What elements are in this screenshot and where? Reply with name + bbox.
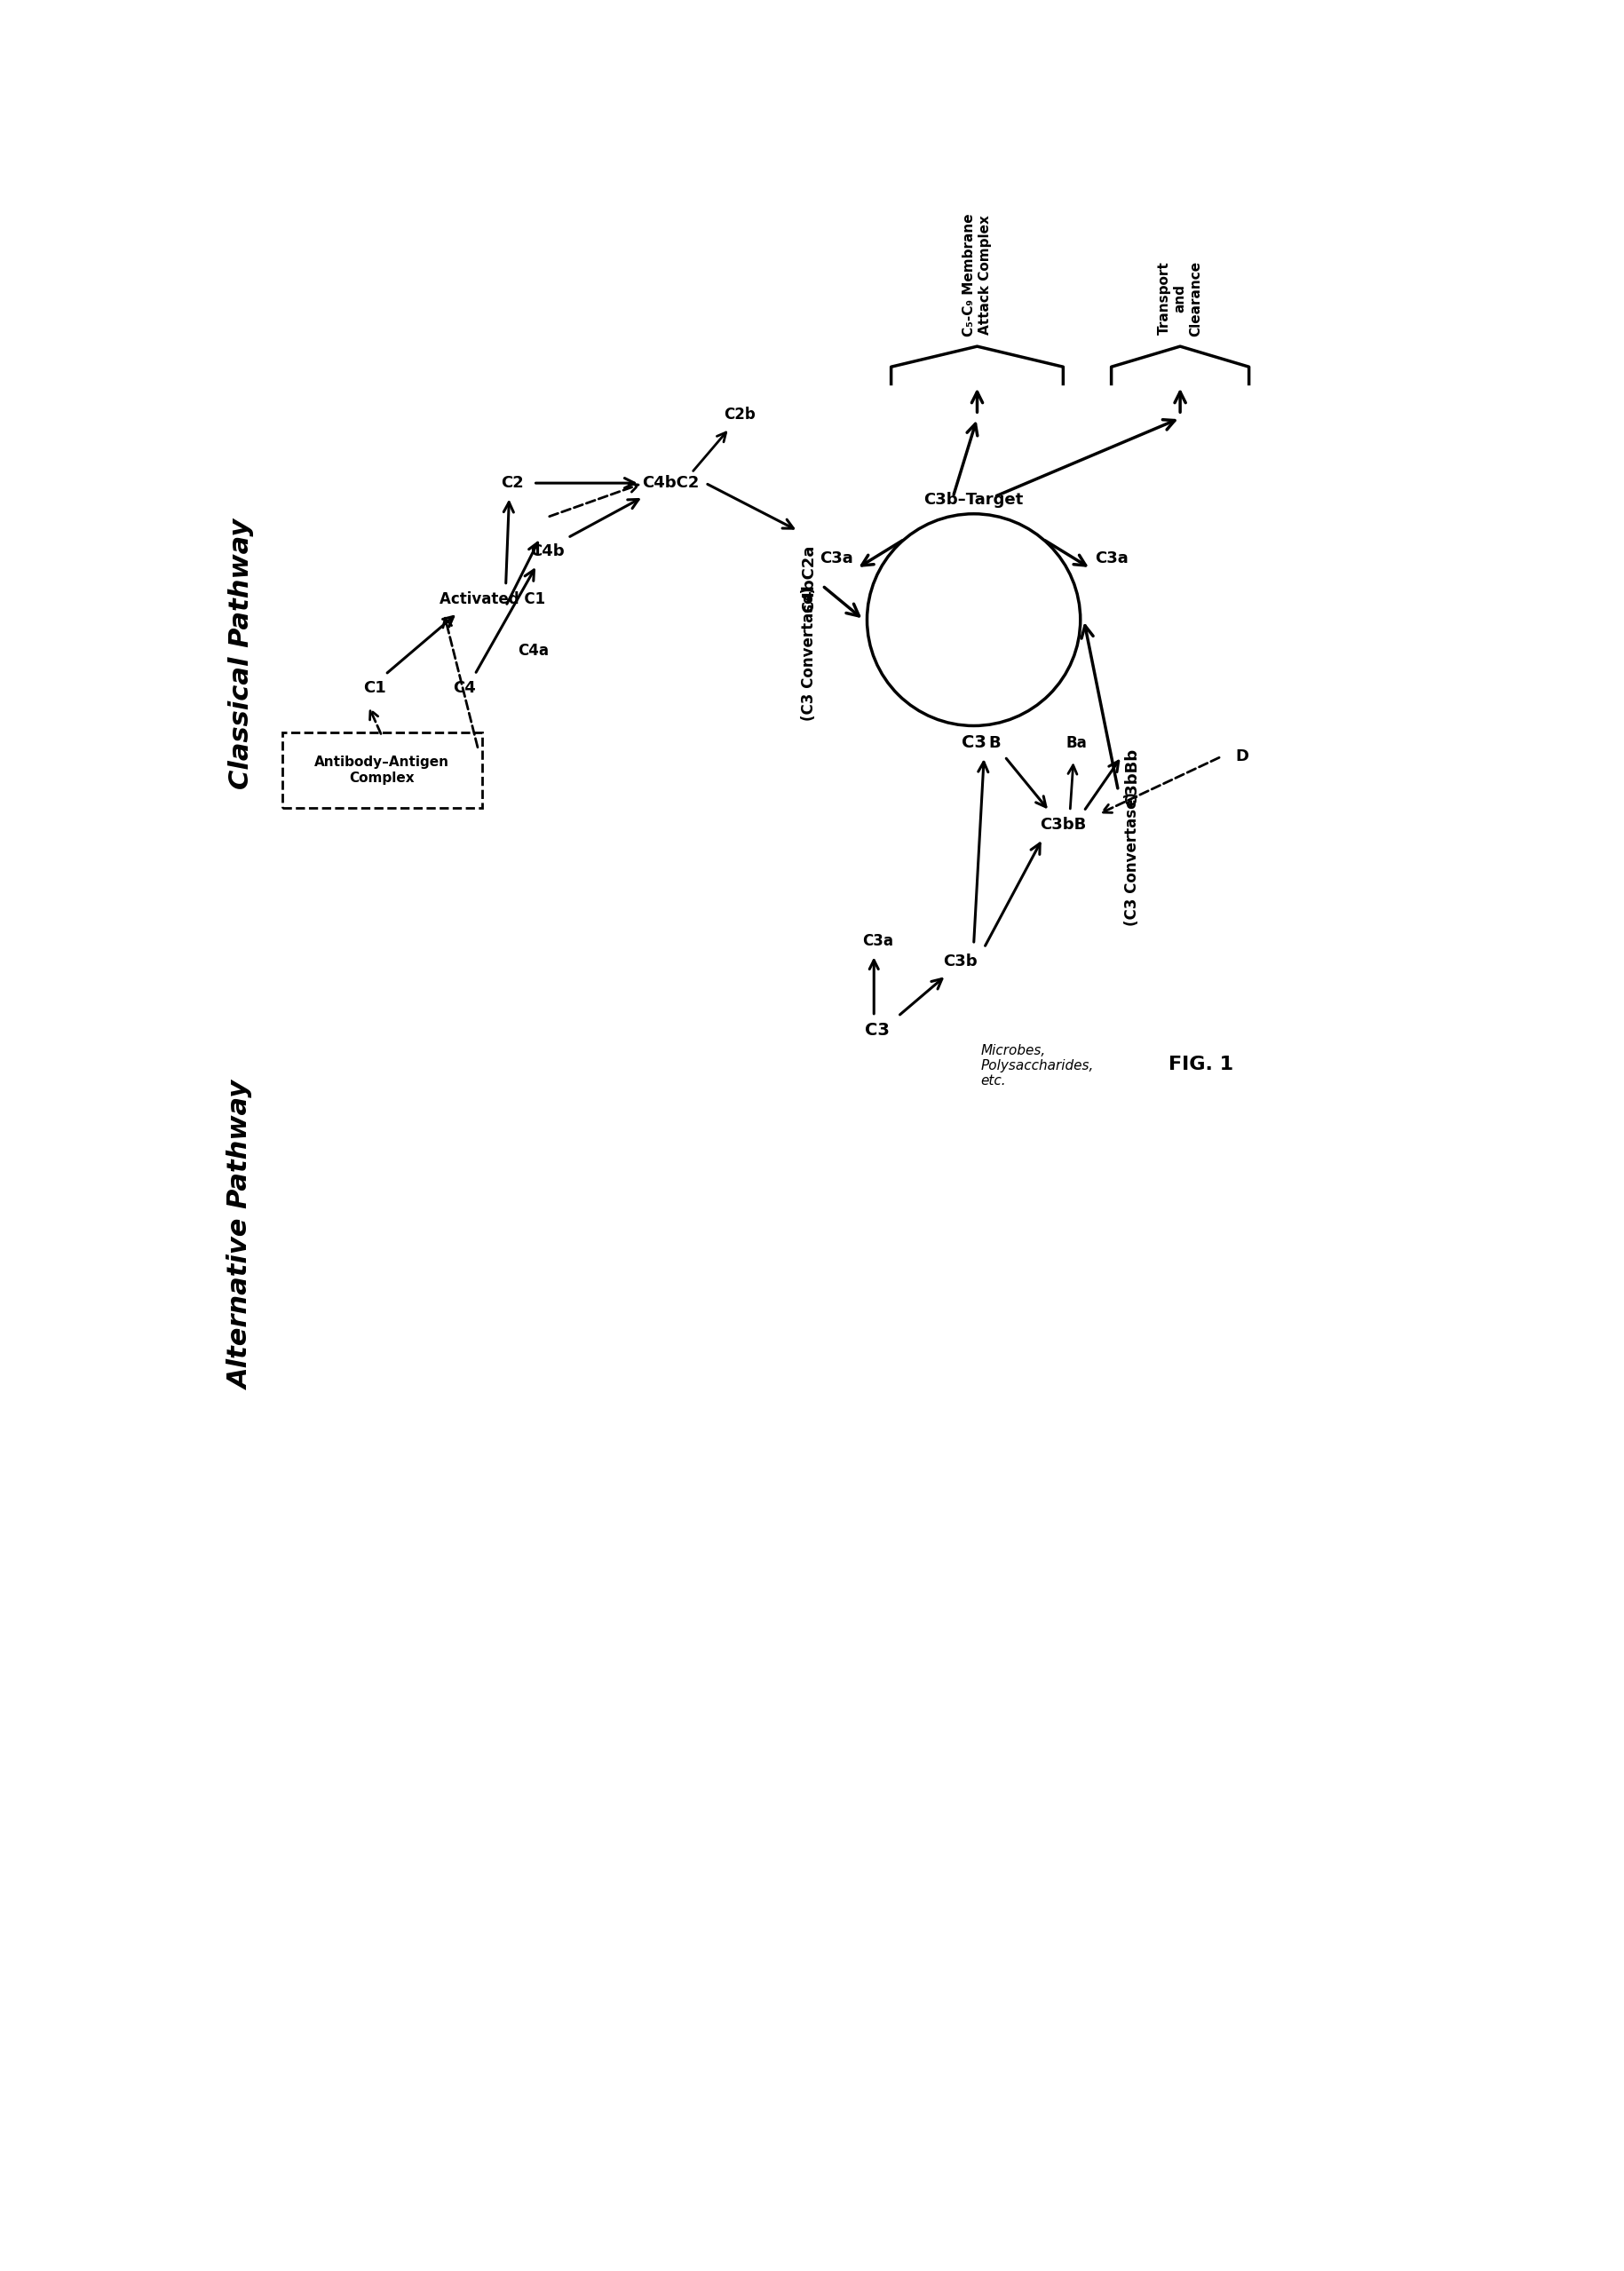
Text: (C3 Convertase): (C3 Convertase) — [801, 586, 817, 720]
Text: C4bC2: C4bC2 — [643, 475, 700, 491]
Text: C3b–Target: C3b–Target — [924, 493, 1023, 509]
Text: FIG. 1: FIG. 1 — [1168, 1056, 1233, 1072]
Text: Ba: Ba — [1067, 736, 1088, 752]
Text: C3b: C3b — [944, 954, 978, 970]
Text: C2: C2 — [502, 475, 525, 491]
Text: Transport
and
Clearance: Transport and Clearance — [1158, 261, 1202, 336]
Text: C₅-C₉ Membrane
Attack Complex: C₅-C₉ Membrane Attack Complex — [963, 213, 992, 336]
Text: Microbes,
Polysaccharides,
etc.: Microbes, Polysaccharides, etc. — [981, 1045, 1093, 1088]
FancyBboxPatch shape — [283, 734, 482, 808]
Text: C3a: C3a — [820, 550, 853, 565]
Text: C3bBb: C3bBb — [1124, 747, 1140, 806]
Text: C4: C4 — [453, 679, 476, 697]
Text: C3a: C3a — [862, 933, 893, 949]
Text: C3: C3 — [961, 734, 986, 752]
Text: C3: C3 — [866, 1022, 890, 1038]
Text: C4bC2a: C4bC2a — [801, 545, 817, 613]
Text: Classical Pathway: Classical Pathway — [227, 518, 253, 790]
Text: Activated C1: Activated C1 — [438, 590, 546, 606]
Text: C4a: C4a — [518, 643, 549, 659]
Text: D: D — [1236, 749, 1249, 765]
Text: B: B — [989, 736, 1000, 752]
Text: C3bB: C3bB — [1039, 818, 1086, 833]
Text: (C3 Convertase): (C3 Convertase) — [1124, 793, 1140, 927]
Text: C1: C1 — [364, 679, 387, 697]
Text: C2b: C2b — [724, 407, 755, 422]
Text: Antibody–Antigen
Complex: Antibody–Antigen Complex — [315, 756, 450, 783]
Text: C4b: C4b — [529, 543, 564, 559]
Text: Alternative Pathway: Alternative Pathway — [227, 1081, 253, 1390]
Text: C3a: C3a — [1095, 550, 1129, 565]
